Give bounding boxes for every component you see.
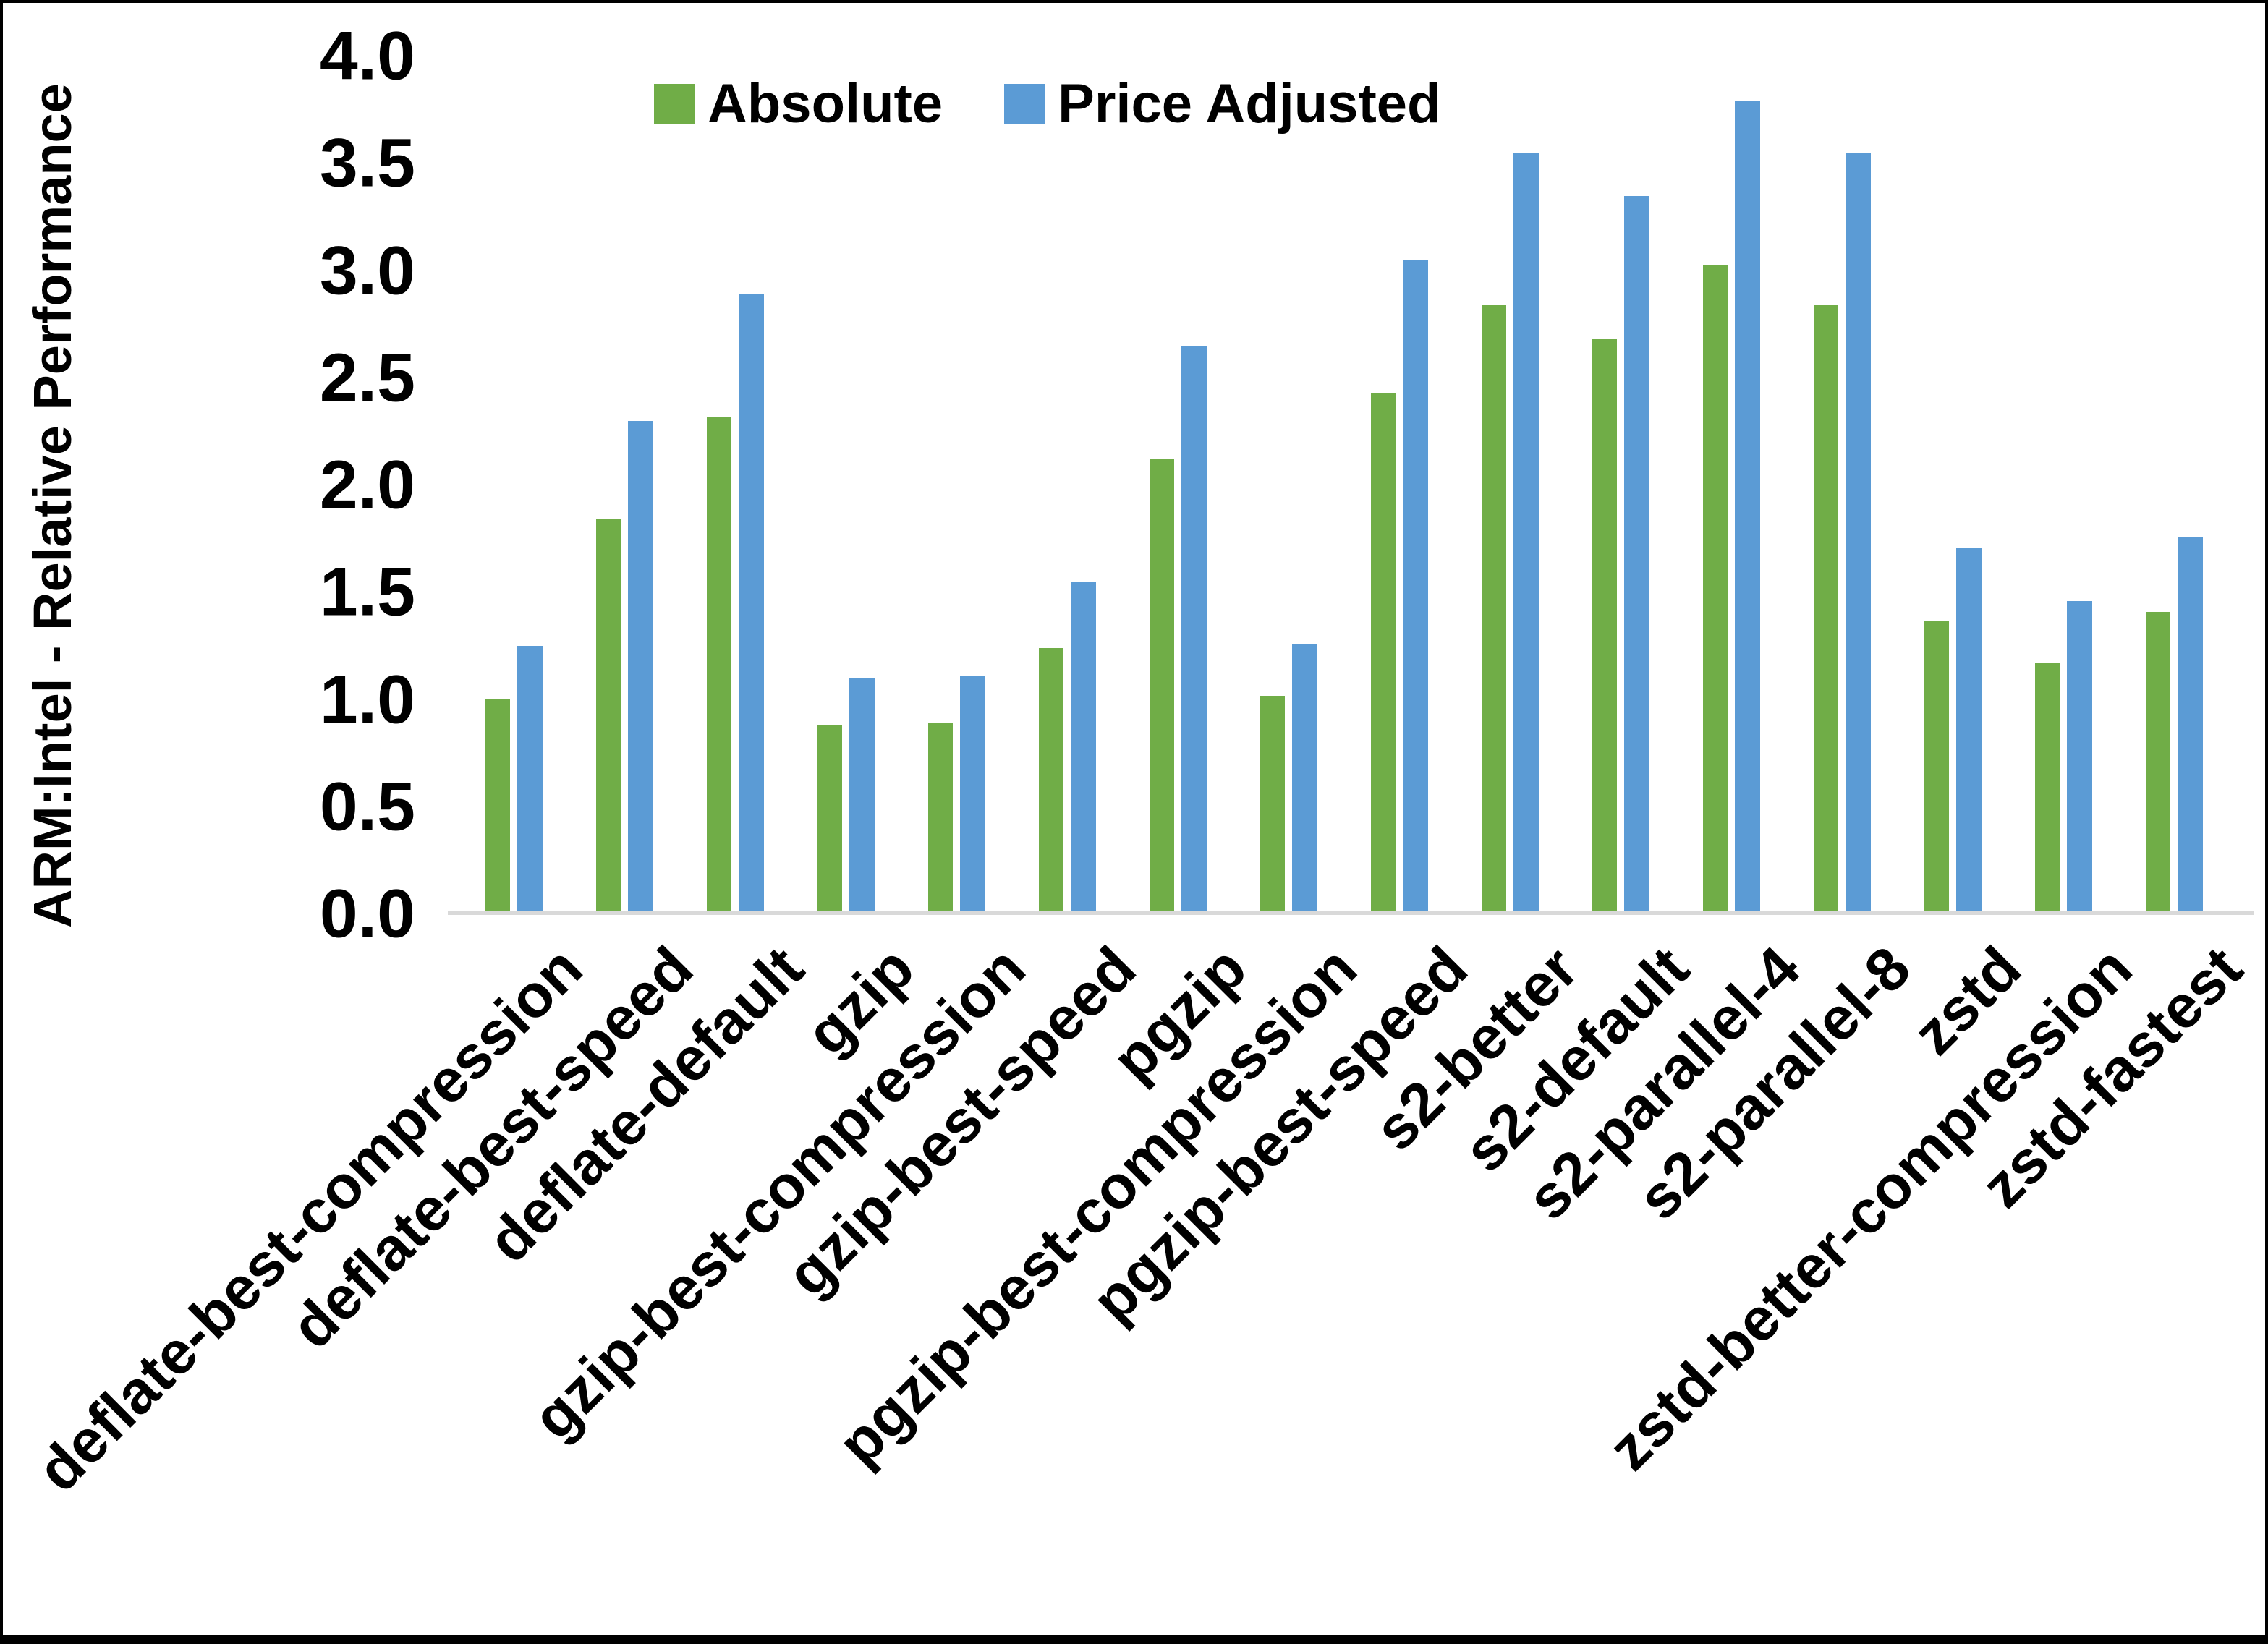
bar-absolute-deflate-best-speed (596, 519, 621, 914)
bar-price-adjusted-pgzip (1181, 346, 1207, 914)
bar-price-adjusted-zstd (1956, 548, 1982, 914)
y-tick-label-1.0: 1.0 (319, 661, 415, 738)
bar-price-adjusted-pgzip-best-compression (1292, 644, 1317, 914)
bar-absolute-zstd-better-compression (2035, 663, 2060, 914)
bar-price-adjusted-s2-better (1513, 153, 1539, 914)
bar-absolute-deflate-default (707, 417, 731, 914)
bar-absolute-zstd-fastest (2146, 612, 2170, 914)
bar-absolute-pgzip (1150, 459, 1174, 914)
bar-absolute-s2-better (1482, 305, 1506, 914)
bar-price-adjusted-s2-parallel-8 (1846, 153, 1871, 914)
legend-item-price-adjusted: Price Adjusted (1004, 72, 1440, 135)
y-tick-label-2.0: 2.0 (319, 446, 415, 524)
bar-absolute-zstd (1924, 621, 1949, 914)
bar-price-adjusted-s2-default (1624, 196, 1649, 914)
bar-absolute-s2-parallel-4 (1703, 265, 1728, 914)
bar-absolute-pgzip-best-compression (1260, 696, 1285, 914)
y-tick-label-0.5: 0.5 (319, 768, 415, 846)
bar-absolute-pgzip-best-speed (1371, 393, 1396, 914)
y-tick-label-3.5: 3.5 (319, 124, 415, 202)
bar-price-adjusted-deflate-default (739, 294, 764, 914)
legend-label-price-adjusted: Price Adjusted (1058, 73, 1441, 135)
bar-price-adjusted-gzip (849, 678, 875, 914)
legend-item-absolute: Absolute (654, 72, 943, 135)
bar-price-adjusted-deflate-best-compression (517, 646, 543, 914)
y-tick-label-1.5: 1.5 (319, 553, 415, 631)
bar-absolute-gzip-best-speed (1039, 648, 1063, 914)
y-tick-label-2.5: 2.5 (319, 339, 415, 417)
legend-label-absolute: Absolute (708, 73, 943, 135)
y-axis-title: ARM:Intel - Relative Performance (22, 83, 82, 928)
bar-price-adjusted-gzip-best-compression (960, 676, 985, 914)
bar-absolute-s2-default (1592, 339, 1617, 914)
legend-swatch-absolute-icon (654, 83, 695, 124)
bar-price-adjusted-deflate-best-speed (628, 421, 653, 914)
x-axis-line (448, 911, 2254, 915)
y-tick-label-3.0: 3.0 (319, 232, 415, 309)
legend: Absolute Price Adjusted (654, 72, 1440, 135)
bar-absolute-gzip (817, 725, 842, 914)
bar-absolute-gzip-best-compression (928, 723, 953, 914)
bar-price-adjusted-zstd-fastest (2178, 537, 2203, 914)
y-tick-label-0.0: 0.0 (319, 875, 415, 953)
legend-swatch-price-adjusted-icon (1004, 83, 1045, 124)
bar-price-adjusted-pgzip-best-speed (1403, 260, 1428, 914)
bar-absolute-deflate-best-compression (485, 699, 510, 914)
bar-price-adjusted-gzip-best-speed (1071, 582, 1096, 914)
bar-price-adjusted-s2-parallel-4 (1735, 101, 1760, 914)
bar-price-adjusted-zstd-better-compression (2067, 601, 2092, 914)
bar-absolute-s2-parallel-8 (1814, 305, 1838, 914)
y-tick-label-4.0: 4.0 (319, 17, 415, 95)
